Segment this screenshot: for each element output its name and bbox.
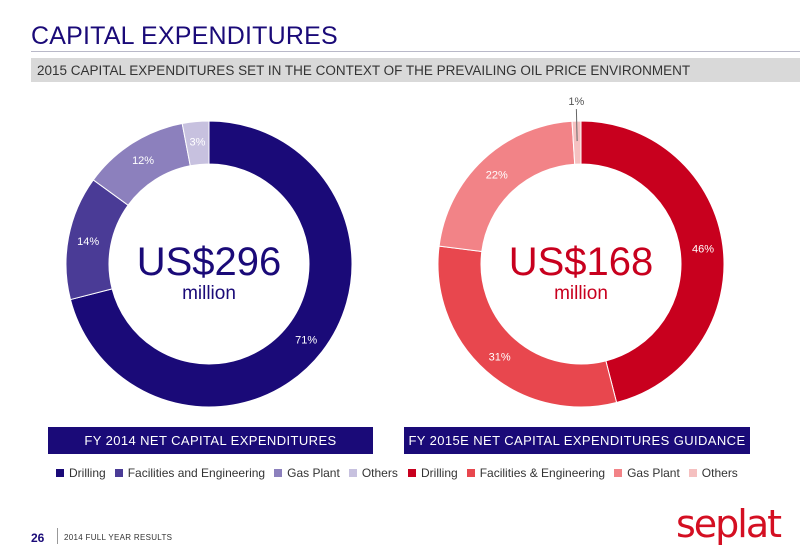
chart2-data-label: 31% [489, 351, 511, 363]
page-subtitle: 2015 CAPITAL EXPENDITURES SET IN THE CON… [37, 63, 691, 78]
page-number: 26 [31, 531, 45, 545]
footer-text: 2014 FULL YEAR RESULTS [64, 533, 173, 542]
footer-divider [57, 528, 58, 544]
chart2-title: FY 2015E NET CAPITAL EXPENDITURES GUIDAN… [404, 427, 750, 454]
seplat-logo: seplat [676, 502, 782, 546]
chart1-legend: Drilling Facilities and Engineering Gas Pl… [56, 466, 398, 480]
chart1-data-label: 14% [77, 236, 99, 248]
chart2-center-unit: million [554, 283, 608, 304]
legend-swatch [466, 469, 475, 477]
chart1-center-unit: million [182, 283, 236, 304]
chart2-data-label: 1% [568, 96, 584, 108]
legend-swatch [274, 469, 283, 477]
legend-item: Facilities & Engineering [466, 466, 606, 480]
legend-label: Drilling [69, 466, 106, 480]
chart2-center-amount: US$168 [508, 240, 654, 284]
legend-item: Gas Plant [614, 466, 680, 480]
chart2-data-label: 46% [692, 244, 714, 256]
chart2-data-label: 22% [486, 169, 508, 181]
chart1-slice-drilling [69, 120, 353, 408]
chart1-data-label: 3% [189, 137, 205, 149]
chart2-slice-gas-plant [438, 120, 576, 253]
legend-swatch [348, 469, 357, 477]
legend-label: Facilities and Engineering [127, 466, 266, 480]
chart1-data-label: 12% [132, 155, 154, 167]
legend-item: Others [688, 466, 738, 480]
chart2-slice-drilling [580, 120, 725, 404]
legend-swatch [56, 469, 64, 477]
legend-swatch [408, 469, 416, 477]
subtitle-band: 2015 CAPITAL EXPENDITURES SET IN THE CON… [31, 58, 800, 82]
legend-item: Facilities and Engineering [114, 466, 266, 480]
chart1-slice-others [181, 120, 210, 167]
page-title: CAPITAL EXPENDITURES [31, 22, 338, 50]
legend-swatch [688, 469, 697, 477]
chart2-legend: Drilling Facilities & Engineering Gas Plan… [408, 466, 738, 480]
legend-label: Drilling [421, 466, 458, 480]
title-divider [31, 51, 800, 52]
legend-swatch [614, 469, 623, 477]
chart1-data-label: 71% [295, 334, 317, 346]
legend-label: Others [701, 466, 738, 480]
legend-label: Gas Plant [287, 466, 340, 480]
chart2-leader-line [575, 109, 578, 142]
legend-label: Gas Plant [627, 466, 680, 480]
legend-label: Facilities & Engineering [479, 466, 606, 480]
legend-item: Others [348, 466, 398, 480]
chart1-center-amount: US$296 [136, 240, 282, 284]
legend-label: Others [361, 466, 398, 480]
chart1-title: FY 2014 NET CAPITAL EXPENDITURES [48, 427, 373, 454]
legend-item: Drilling [56, 466, 106, 480]
legend-item: Drilling [408, 466, 458, 480]
legend-swatch [114, 469, 123, 477]
legend-item: Gas Plant [274, 466, 340, 480]
chart2-slice-others [571, 120, 582, 165]
